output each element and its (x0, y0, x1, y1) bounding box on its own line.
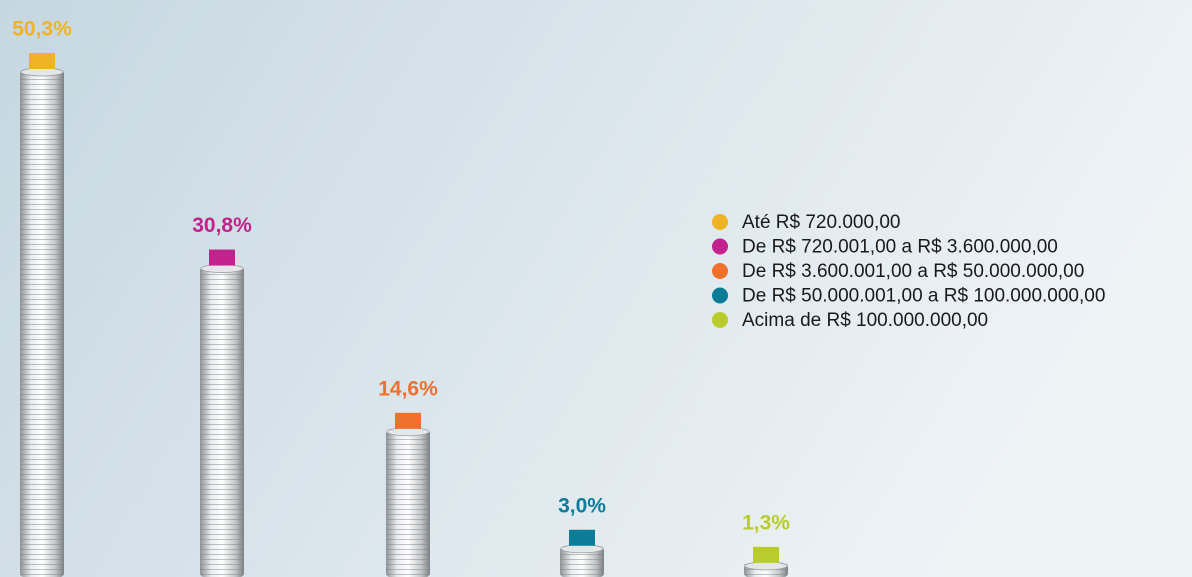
coin-top (20, 67, 64, 77)
value-label: 14,6% (378, 377, 438, 400)
marker (29, 53, 55, 69)
coin-ridges (386, 429, 430, 577)
coin-top (744, 561, 788, 571)
coin-ridges (20, 70, 64, 577)
marker (569, 529, 595, 546)
legend-label: Acima de R$ 100.000.000,00 (742, 310, 988, 331)
legend-swatch (712, 214, 728, 230)
coin-ridges (200, 266, 244, 577)
legend-swatch (712, 238, 728, 255)
value-label: 3,0% (558, 494, 606, 517)
marker (209, 249, 235, 266)
value-label: 50,3% (12, 18, 72, 41)
marker (753, 546, 779, 563)
marker (395, 412, 421, 429)
legend-swatch (712, 287, 728, 304)
coin-top (200, 264, 244, 273)
coin-top (386, 427, 430, 437)
legend-label: Até R$ 720.000,00 (742, 212, 900, 233)
legend-label: De R$ 50.000.001,00 a R$ 100.000.000,00 (742, 286, 1105, 307)
value-label: 1,3% (742, 511, 790, 534)
value-label: 30,8% (192, 214, 252, 237)
legend-swatch (712, 263, 728, 279)
legend-label: De R$ 3.600.001,00 a R$ 50.000.000,00 (742, 261, 1084, 282)
legend-swatch (712, 312, 728, 328)
coin-top (560, 544, 604, 554)
legend-label: De R$ 720.001,00 a R$ 3.600.000,00 (742, 237, 1058, 258)
